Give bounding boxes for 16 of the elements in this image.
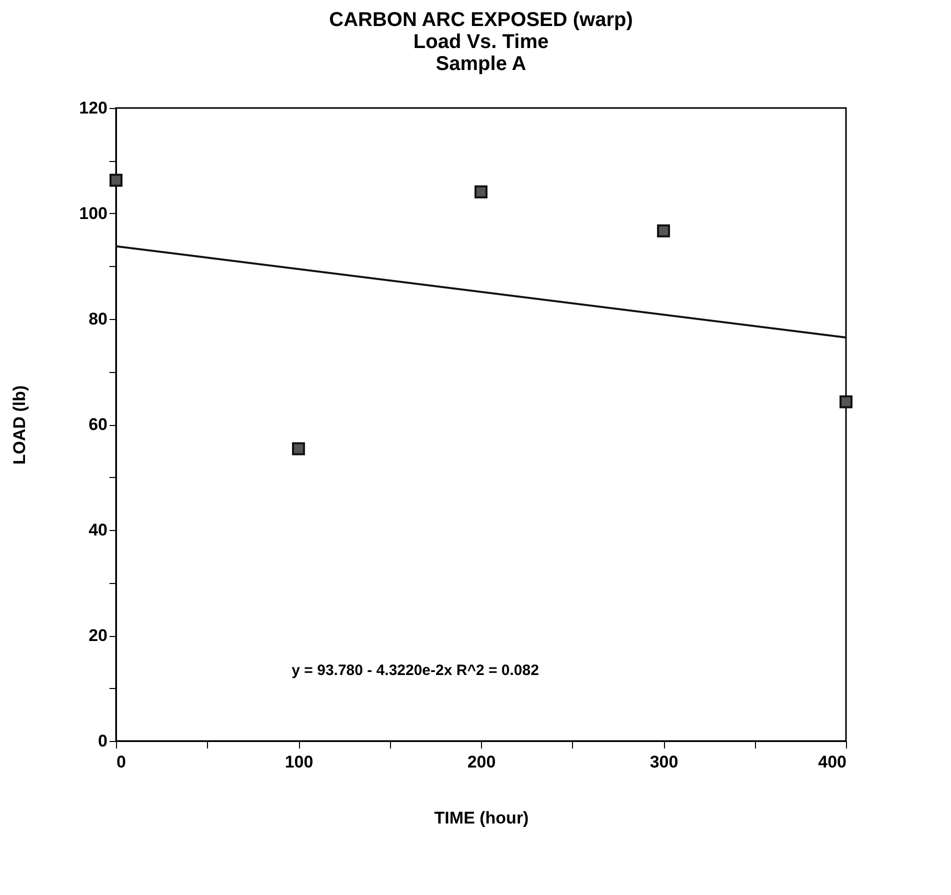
- y-tick-label: 60: [88, 415, 108, 434]
- x-axis-title: TIME (hour): [434, 808, 529, 828]
- y-tick-label: 20: [88, 626, 108, 645]
- x-tick-label: 300: [650, 752, 678, 772]
- y-axis-title: LOAD (lb): [10, 385, 30, 465]
- chart-title: CARBON ARC EXPOSED (warp) Load Vs. Time Sample A: [329, 9, 633, 75]
- annotation: y = 93.780 - 4.3220e-2x R^2 = 0.082: [292, 662, 539, 680]
- x-tick-label: 200: [467, 752, 496, 772]
- y-tick-label: 120: [79, 98, 108, 118]
- y-tick-label: 80: [88, 310, 108, 328]
- y-tick-label: 100: [79, 204, 108, 223]
- y-tick-label: 40: [88, 520, 108, 540]
- x-tick-label: 0: [116, 752, 126, 772]
- x-tick-label: 100: [284, 752, 314, 772]
- x-tick-label: 400: [818, 752, 846, 772]
- y-tick-label: 0: [98, 732, 108, 750]
